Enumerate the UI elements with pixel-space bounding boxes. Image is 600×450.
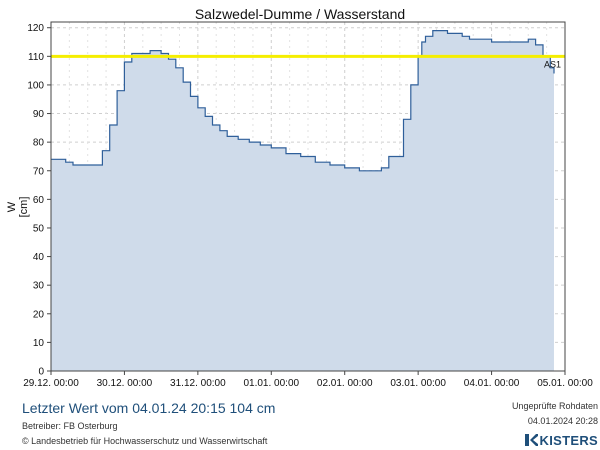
y-tick-label: 80: [33, 138, 45, 149]
y-tick-label: 10: [33, 338, 45, 349]
y-tick-label: 100: [27, 80, 44, 91]
x-tick-label: 31.12. 00:00: [170, 378, 226, 389]
x-tick-label: 29.12. 00:00: [23, 378, 79, 389]
y-tick-label: 40: [33, 252, 45, 263]
series-area: [51, 30, 554, 371]
y-tick-label: 120: [27, 23, 44, 34]
y-tick-label: 0: [38, 367, 44, 378]
x-tick-label: 01.01. 00:00: [243, 378, 299, 389]
chart-title: Salzwedel-Dumme / Wasserstand: [194, 6, 406, 22]
y-tick-label: 110: [28, 52, 44, 63]
series-line: [51, 30, 555, 172]
x-tick-label: 03.01. 00:00: [390, 378, 446, 389]
plot-frame: [50, 21, 566, 372]
x-tick-label: 04.01. 00:00: [464, 378, 520, 389]
kisters-k-icon: [524, 434, 538, 446]
threshold-label-as1: AS1: [544, 59, 561, 69]
y-tick-label: 30: [33, 281, 45, 292]
y-tick-label: 50: [33, 223, 45, 234]
y-tick-label: 90: [33, 109, 45, 120]
kisters-logo: KISTERS: [524, 432, 598, 448]
x-tick-label: 02.01. 00:00: [317, 378, 373, 389]
operator-text: Betreiber: FB Osterburg: [22, 421, 118, 431]
x-tick-label: 30.12. 00:00: [97, 378, 153, 389]
last-value-text: Letzter Wert vom 04.01.24 20:15 104 cm: [22, 400, 276, 416]
raw-data-date: 04.01.2024 20:28: [527, 416, 598, 426]
raw-data-note: Ungeprüfte Rohdaten: [511, 401, 598, 411]
copyright-text: © Landesbetrieb für Hochwasserschutz und…: [22, 436, 268, 446]
y-tick-label: 70: [33, 166, 45, 177]
chart-plot: 0 10 20 30 40 50 60 70 80 90 100 110 120 29.12. 00:00…: [23, 21, 593, 389]
x-tick-label: 05.01. 00:00: [537, 378, 593, 389]
y-tick-label: 20: [33, 309, 45, 320]
y-tick-label: 60: [33, 195, 45, 206]
logo-text: KISTERS: [539, 432, 598, 448]
